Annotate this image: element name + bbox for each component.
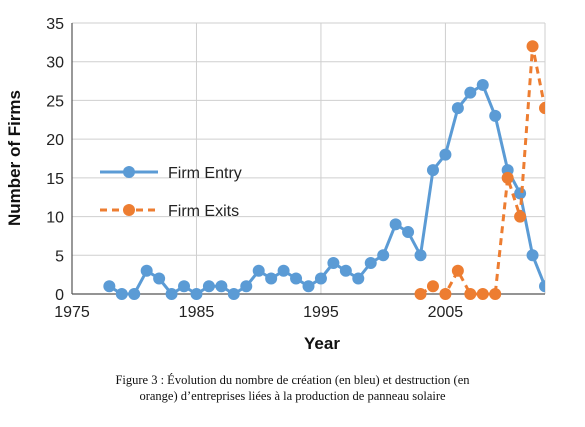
data-point-firm-entry bbox=[352, 272, 365, 285]
data-point-firm-entry bbox=[377, 249, 390, 262]
data-point-firm-entry bbox=[277, 264, 290, 277]
y-tick-label: 5 bbox=[55, 248, 64, 265]
data-point-firm-entry bbox=[215, 280, 228, 293]
y-tick-label: 30 bbox=[46, 55, 64, 72]
data-point-firm-entry bbox=[252, 264, 265, 277]
data-point-firm-entry bbox=[140, 264, 153, 277]
series-firm-entry bbox=[103, 78, 545, 300]
series-line-firm-entry bbox=[108, 83, 545, 296]
data-point-firm-entry bbox=[339, 264, 352, 277]
data-point-firm-entry bbox=[476, 78, 489, 91]
x-tick-label: 2005 bbox=[428, 304, 464, 321]
y-tick-label: 15 bbox=[46, 171, 64, 188]
data-point-firm-exits bbox=[514, 210, 527, 223]
data-point-firm-entry bbox=[426, 164, 439, 177]
data-point-firm-exits bbox=[526, 40, 539, 53]
data-point-firm-exits bbox=[426, 280, 439, 293]
data-point-firm-entry bbox=[389, 218, 402, 231]
data-point-firm-exits bbox=[476, 288, 489, 300]
legend-entry-firm-entry: Firm Entry bbox=[100, 165, 242, 182]
data-point-firm-entry bbox=[302, 280, 315, 293]
data-point-firm-entry bbox=[227, 288, 240, 300]
data-point-firm-entry bbox=[514, 187, 527, 200]
data-point-firm-entry bbox=[414, 249, 427, 262]
data-point-firm-entry bbox=[290, 272, 303, 285]
chart-series bbox=[103, 40, 545, 300]
chart-axes bbox=[71, 23, 545, 295]
data-point-firm-exits bbox=[414, 288, 427, 300]
legend-label-firm-entry: Firm Entry bbox=[168, 165, 242, 182]
data-point-firm-entry bbox=[526, 249, 539, 262]
data-point-firm-entry bbox=[153, 272, 166, 285]
data-point-firm-entry bbox=[539, 280, 545, 293]
data-point-firm-entry bbox=[327, 257, 340, 270]
data-point-firm-entry bbox=[103, 280, 116, 293]
data-point-firm-entry bbox=[165, 288, 178, 300]
x-tick-label: 1985 bbox=[179, 304, 215, 321]
data-point-firm-entry bbox=[190, 288, 203, 300]
y-tick-label: 0 bbox=[55, 287, 64, 304]
x-axis-title: Year bbox=[304, 334, 340, 353]
chart-grid bbox=[71, 22, 546, 295]
data-point-firm-exits bbox=[489, 288, 502, 300]
y-tick-label: 35 bbox=[46, 16, 64, 33]
y-tick-label: 20 bbox=[46, 132, 64, 149]
data-point-firm-exits bbox=[464, 288, 477, 300]
x-tick-label: 1995 bbox=[303, 304, 339, 321]
chart-legend: Firm Entry Firm Exits bbox=[100, 165, 242, 220]
data-point-firm-exits bbox=[539, 102, 545, 115]
caption-line-2: orange) d’entreprises liées à la product… bbox=[139, 389, 446, 403]
data-point-firm-entry bbox=[364, 257, 377, 270]
data-point-firm-entry bbox=[464, 86, 477, 99]
data-point-firm-entry bbox=[451, 102, 464, 115]
legend-marker-firm-exits bbox=[123, 204, 135, 216]
data-point-firm-entry bbox=[402, 226, 415, 239]
data-point-firm-entry bbox=[489, 109, 502, 122]
legend-marker-firm-entry bbox=[123, 166, 135, 178]
data-point-firm-exits bbox=[501, 171, 514, 184]
data-point-firm-entry bbox=[115, 288, 128, 300]
data-point-firm-entry bbox=[314, 272, 327, 285]
data-point-firm-entry bbox=[128, 288, 141, 300]
x-tick-label: 1975 bbox=[54, 304, 90, 321]
series-firm-exits bbox=[414, 40, 545, 300]
figure-caption: Figure 3 : Évolution du nombre de créati… bbox=[40, 372, 545, 404]
data-point-firm-entry bbox=[178, 280, 191, 293]
chart-tick-labels: 0 5 10 15 20 25 30 35 1975 1985 1995 2005 bbox=[46, 16, 463, 321]
data-point-firm-entry bbox=[202, 280, 215, 293]
data-point-firm-entry bbox=[265, 272, 278, 285]
legend-label-firm-exits: Firm Exits bbox=[168, 203, 239, 220]
y-tick-label: 10 bbox=[46, 210, 64, 227]
data-point-firm-exits bbox=[451, 264, 464, 277]
data-point-firm-exits bbox=[439, 288, 452, 300]
y-tick-label: 25 bbox=[46, 93, 64, 110]
caption-line-1: Figure 3 : Évolution du nombre de créati… bbox=[115, 373, 470, 387]
data-point-firm-entry bbox=[439, 148, 452, 161]
legend-entry-firm-exits: Firm Exits bbox=[100, 203, 239, 220]
y-axis-title: Number of Firms bbox=[5, 90, 24, 226]
data-point-firm-entry bbox=[240, 280, 253, 293]
